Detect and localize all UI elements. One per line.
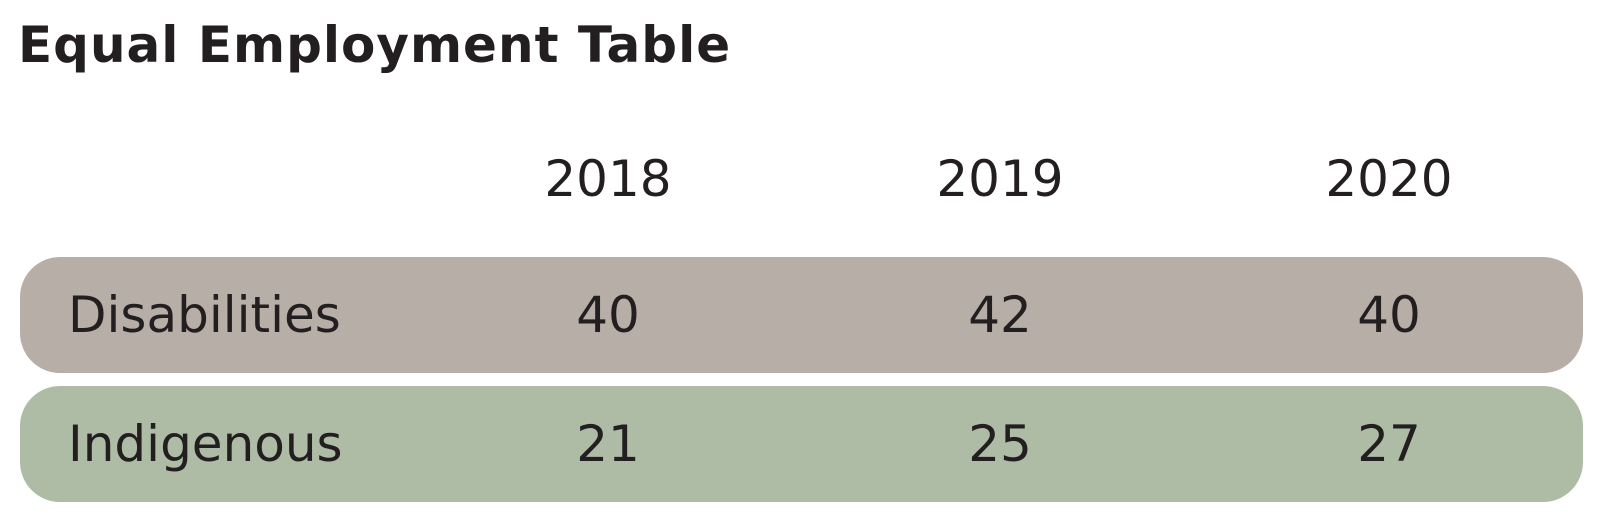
cell-disabilities-2019: 42 [968, 286, 1032, 344]
row-label-disabilities: Disabilities [68, 286, 341, 344]
cell-indigenous-2019: 25 [968, 415, 1032, 473]
column-header-2019: 2019 [936, 150, 1064, 208]
column-header-2020: 2020 [1325, 150, 1453, 208]
cell-indigenous-2018: 21 [576, 415, 640, 473]
cell-indigenous-2020: 27 [1357, 415, 1421, 473]
cell-disabilities-2020: 40 [1357, 286, 1421, 344]
table-row-disabilities: Disabilities 40 42 40 [20, 257, 1583, 373]
column-header-2018: 2018 [544, 150, 672, 208]
cell-disabilities-2018: 40 [576, 286, 640, 344]
row-label-indigenous: Indigenous [68, 415, 343, 473]
table-title: Equal Employment Table [18, 16, 732, 74]
table-row-indigenous: Indigenous 21 25 27 [20, 386, 1583, 502]
